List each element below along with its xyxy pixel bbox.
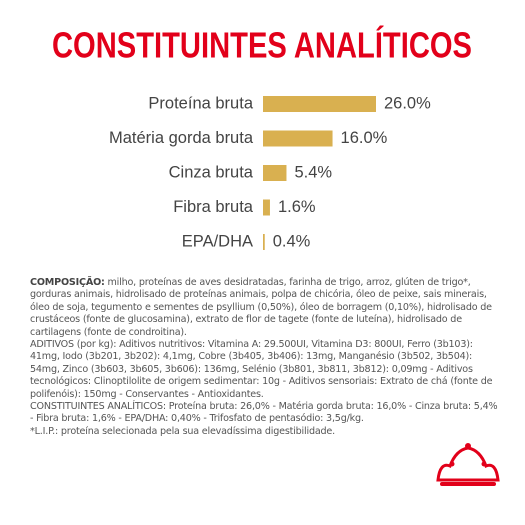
paragraph: *L.I.P.: proteína selecionada pela sua e… — [30, 426, 502, 438]
bar — [263, 130, 333, 147]
value-label: 16.0% — [341, 129, 388, 147]
category-label: Fibra bruta — [173, 198, 254, 216]
category-label: EPA/DHA — [182, 232, 253, 250]
category-label: Proteína bruta — [148, 94, 253, 112]
chart: CONSTITUINTES ANALÍTICOS Proteína bruta 2… — [52, 25, 472, 251]
value-label: 0.4% — [273, 232, 311, 250]
bar — [263, 96, 376, 112]
value-label: 5.4% — [294, 163, 332, 181]
value-label: 26.0% — [384, 94, 431, 112]
category-label: Matéria gorda bruta — [109, 129, 254, 147]
chart-title: CONSTITUINTES ANALÍTICOS — [52, 25, 472, 66]
paragraph-text: ADITIVOS (por kg): Aditivos nutritivos: … — [30, 339, 493, 400]
paragraph: ADITIVOS (por kg): Aditivos nutritivos: … — [30, 339, 502, 401]
value-label: 1.6% — [278, 198, 316, 216]
paragraph-text: milho, proteínas de aves desidratadas, f… — [30, 277, 492, 338]
paragraph-text: CONSTITUINTES ANALÍTICOS: Proteína bruta… — [30, 401, 498, 425]
category-label: Cinza bruta — [169, 163, 254, 181]
paragraph-label: COMPOSIÇÃO: — [30, 277, 105, 288]
bar — [263, 199, 270, 216]
paragraph: COMPOSIÇÃO: milho, proteínas de aves des… — [30, 277, 502, 339]
composition: COMPOSIÇÃO: milho, proteínas de aves des… — [30, 277, 502, 438]
bar — [263, 165, 287, 181]
bar — [263, 234, 265, 250]
paragraph: CONSTITUINTES ANALÍTICOS: Proteína bruta… — [30, 401, 502, 426]
logo — [436, 443, 500, 486]
paragraph-text: *L.I.P.: proteína selecionada pela sua e… — [30, 425, 335, 437]
